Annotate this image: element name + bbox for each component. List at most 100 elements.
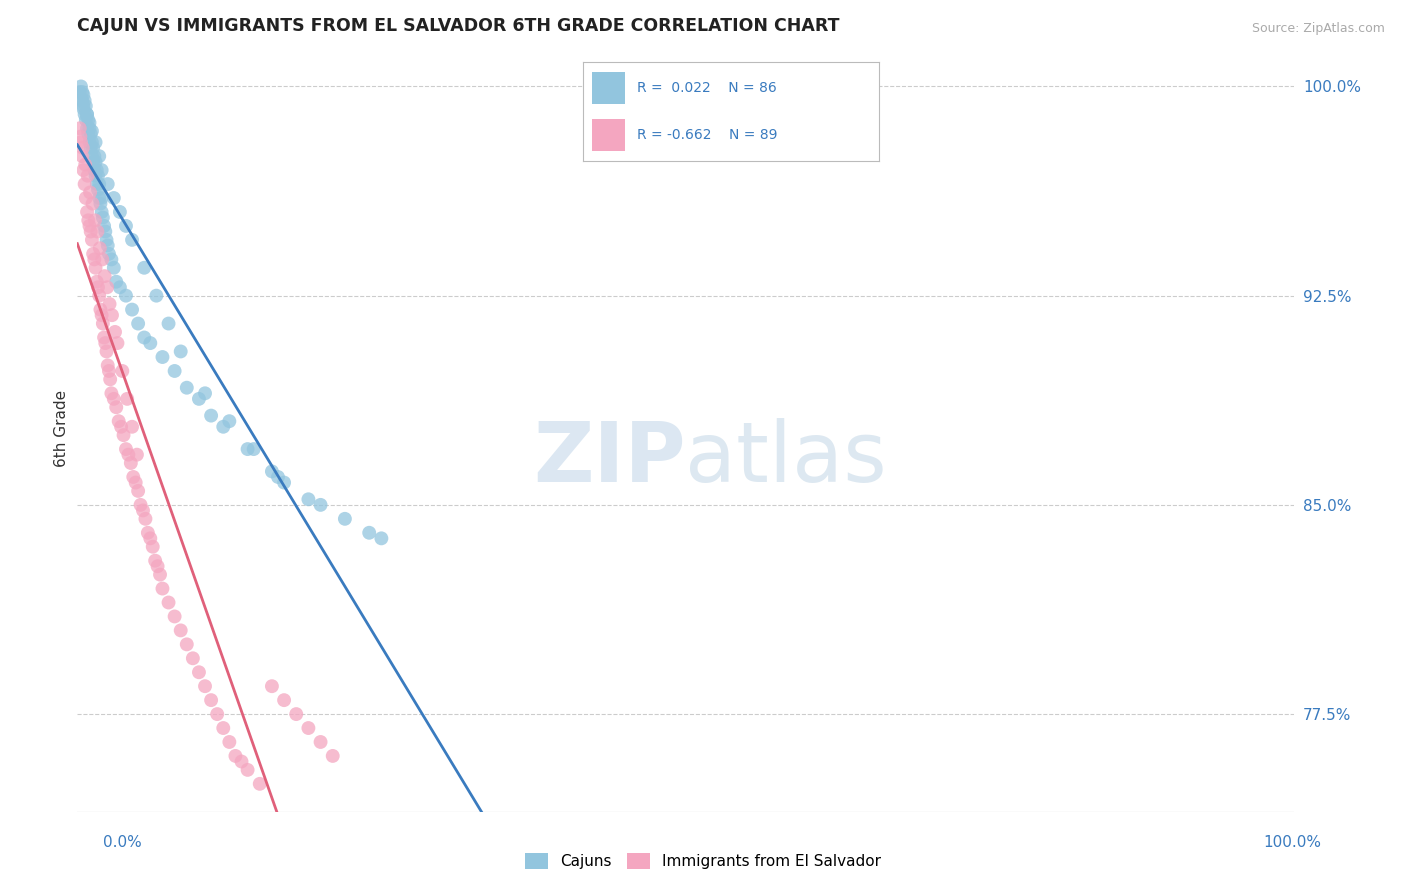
Point (89, 191, 111, 205)
Point (96, 233, 118, 247)
Point (69, 121, 91, 136)
Point (145, 288, 167, 302)
Point (370, 532, 392, 546)
Point (110, 419, 132, 434)
Point (108, 205, 131, 219)
Point (129, 498, 152, 512)
Y-axis label: 6th Grade: 6th Grade (53, 390, 69, 467)
Point (143, 554, 166, 568)
Point (170, 344, 193, 359)
Point (80, 135, 103, 149)
Point (75, 191, 97, 205)
Point (90, 308, 112, 322)
Point (82, 141, 104, 155)
Text: 100.0%: 100.0% (1264, 836, 1322, 850)
Point (97, 359, 120, 373)
Point (76, 107, 98, 121)
Point (91, 317, 114, 331)
Point (93, 269, 115, 284)
Point (121, 302, 143, 317)
Point (117, 448, 139, 462)
Text: 0.0%: 0.0% (103, 836, 142, 850)
Point (200, 409, 222, 423)
Point (84, 154, 107, 169)
Point (273, 693, 295, 707)
Point (89, 288, 111, 302)
Point (94, 225, 117, 239)
Point (77, 127, 100, 141)
Point (80, 141, 103, 155)
Point (84, 135, 107, 149)
Point (80, 233, 103, 247)
Point (107, 336, 129, 351)
Point (75, 99, 97, 113)
Text: ZIP: ZIP (533, 418, 686, 500)
Point (94, 336, 117, 351)
Point (72, 163, 94, 178)
Point (84, 169, 107, 183)
Point (157, 317, 180, 331)
Point (200, 693, 222, 707)
Point (236, 442, 259, 456)
Point (242, 442, 264, 456)
Point (146, 559, 169, 574)
Point (322, 748, 344, 763)
Point (70, 135, 93, 149)
Point (249, 777, 271, 791)
Point (76, 107, 98, 121)
Point (83, 149, 105, 163)
Point (359, 525, 381, 540)
Point (333, 512, 356, 526)
Point (70, 85, 93, 99)
Point (70, 94, 93, 108)
Point (103, 392, 125, 406)
Point (79, 186, 101, 200)
Point (125, 448, 148, 462)
Text: CAJUN VS IMMIGRANTS FROM EL SALVADOR 6TH GRADE CORRELATION CHART: CAJUN VS IMMIGRANTS FROM EL SALVADOR 6TH… (77, 17, 839, 35)
Text: Source: ZipAtlas.com: Source: ZipAtlas.com (1251, 22, 1385, 36)
Point (297, 721, 319, 735)
Point (108, 280, 131, 294)
Point (115, 392, 138, 406)
Point (122, 470, 145, 484)
Point (188, 665, 211, 680)
Point (80, 225, 103, 239)
Point (73, 94, 96, 108)
Point (72, 102, 94, 116)
Point (121, 419, 143, 434)
Point (89, 177, 111, 191)
Point (103, 260, 125, 275)
Point (82, 196, 104, 211)
Point (79, 116, 101, 130)
Point (107, 414, 129, 428)
Point (82, 247, 104, 261)
Point (163, 364, 186, 378)
Point (218, 735, 240, 749)
Point (134, 512, 156, 526)
Point (267, 470, 290, 484)
Point (75, 157, 97, 171)
Point (80, 149, 103, 163)
Point (89, 196, 111, 211)
Legend: Cajuns, Immigrants from El Salvador: Cajuns, Immigrants from El Salvador (519, 847, 887, 875)
Point (152, 582, 174, 596)
Point (82, 154, 104, 169)
Point (90, 205, 112, 219)
Point (93, 219, 115, 233)
Point (76, 169, 98, 183)
Point (152, 350, 174, 364)
Point (90, 163, 112, 178)
Point (84, 260, 107, 275)
Point (115, 219, 138, 233)
Point (111, 364, 134, 378)
Point (194, 679, 217, 693)
Point (273, 475, 295, 490)
Point (103, 191, 125, 205)
Point (89, 302, 111, 317)
Point (97, 364, 120, 378)
Point (139, 532, 162, 546)
Point (157, 595, 180, 609)
Point (100, 252, 122, 267)
Point (98, 297, 121, 311)
Point (87, 169, 110, 183)
